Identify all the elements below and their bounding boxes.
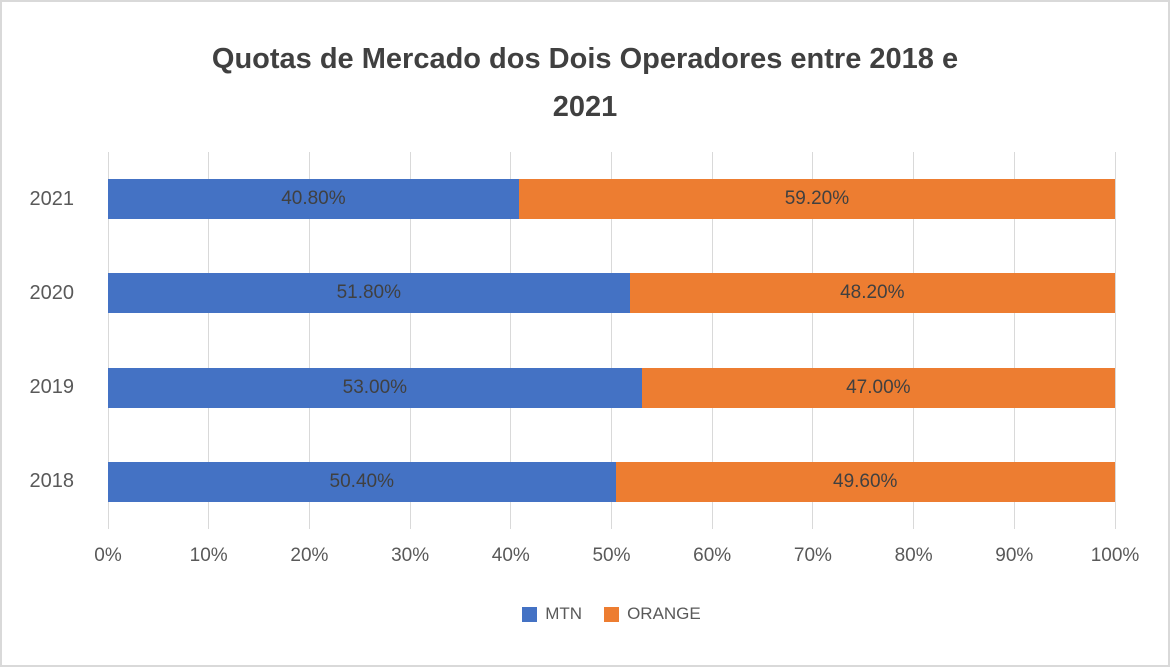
bar-stack: 40.80% 59.20% [108,179,1115,220]
data-label: 48.20% [840,282,905,304]
legend-item-mtn: MTN [522,604,582,624]
bar-row: 50.40% 49.60% [108,435,1115,529]
x-axis-tick-label: 20% [290,545,329,566]
chart-title-line: Quotas de Mercado dos Dois Operadores en… [211,43,959,75]
y-axis-label: 2018 [29,470,75,493]
gridline [913,152,915,529]
bar-segment-mtn: 50.40% [108,461,616,502]
gridline [611,152,612,529]
gridline [409,152,411,529]
legend-swatch-orange [604,606,620,622]
x-axis-tick-label: 10% [189,545,228,566]
chart-title-line: 2021 [552,91,618,123]
bar-segment-mtn: 51.80% [108,273,630,314]
data-label: 40.80% [281,188,346,210]
data-label: 49.60% [833,470,898,492]
gridline [812,152,814,529]
legend-label: ORANGE [627,604,701,623]
gridline [1114,152,1116,529]
bar-segment-orange: 49.60% [615,461,1115,502]
gridline [208,152,210,529]
plot-area: 0% 10% 20% 30% 40% 50% 60% 70% 80% 90% 100% 40.80% 5… [30,152,1139,566]
gridline [510,152,512,529]
x-axis-tick-label: 80% [894,545,933,566]
gridline [308,152,310,529]
x-axis-tick-label: 60% [693,545,732,566]
data-label: 47.00% [846,376,911,398]
x-axis-tick-label: 90% [995,545,1034,566]
bar-segment-mtn: 53.00% [108,367,642,408]
gridline [711,152,713,529]
x-axis-tick-label: 40% [491,545,530,566]
gridline [1013,152,1015,529]
gridline [107,152,109,529]
bar-stack: 51.80% 48.20% [108,273,1115,314]
bar-row: 53.00% 47.00% [108,341,1115,435]
data-label: 51.80% [336,282,402,304]
y-axis-label: 2021 [29,187,75,210]
bar-row: 51.80% 48.20% [108,246,1115,340]
data-label: 59.20% [784,188,850,210]
x-axis-tick-label: 50% [592,545,631,566]
legend: MTN ORANGE [108,604,1115,624]
x-axis-tick-label: 70% [793,545,832,566]
data-label: 50.40% [329,470,394,492]
x-axis-tick-label: 100% [1090,545,1140,566]
legend-swatch-mtn [522,606,538,622]
bar-segment-orange: 47.00% [641,367,1115,408]
bar-stack: 50.40% 49.60% [108,461,1115,502]
x-axis-tick-label: 30% [391,545,430,566]
data-label: 53.00% [342,376,408,398]
legend-item-orange: ORANGE [604,604,701,624]
bar-stack: 53.00% 47.00% [108,367,1115,408]
bar-segment-orange: 48.20% [629,273,1115,314]
bar-row: 40.80% 59.20% [108,152,1115,246]
y-axis-label: 2019 [29,376,75,399]
bar-segment-mtn: 40.80% [108,179,519,220]
y-axis-label: 2020 [29,281,75,304]
x-axis-tick-label: 0% [94,545,122,566]
bar-segment-orange: 59.20% [518,179,1115,220]
legend-label: MTN [545,604,583,623]
chart-title: Quotas de Mercado dos Dois Operadores en… [85,35,1085,131]
